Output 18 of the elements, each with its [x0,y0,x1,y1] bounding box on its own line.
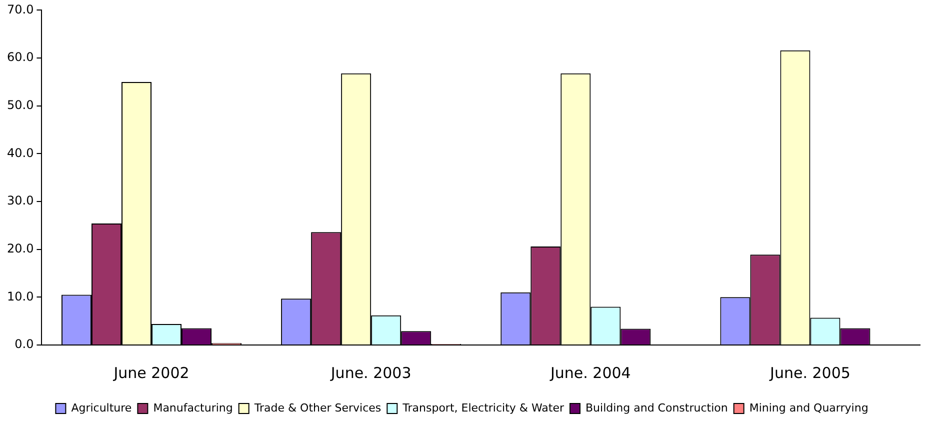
x-tick-label: June. 2004 [549,364,631,382]
y-tick-label: 60.0 [7,50,34,64]
x-tick-label: June. 2005 [769,364,850,382]
legend-label: Trade & Other Services [253,401,382,414]
x-tick-label: June. 2003 [330,364,412,382]
y-tick-label: 40.0 [7,146,34,160]
legend-label: Manufacturing [153,401,233,414]
y-tick-label: 30.0 [7,194,34,208]
y-tick-label: 0.0 [14,337,34,352]
y-tick-label: 10.0 [7,289,34,304]
legend-label: Transport, Electricity & Water [402,401,564,414]
y-tick-label: 50.0 [7,98,34,112]
legend-label: Mining and Quarrying [749,401,868,414]
legend-label: Agriculture [71,401,132,414]
x-tick-label: June 2002 [112,364,190,382]
y-tick-label: 70.0 [7,2,34,16]
legend-label: Building and Construction [585,401,728,414]
y-tick-label: 20.0 [7,241,34,256]
